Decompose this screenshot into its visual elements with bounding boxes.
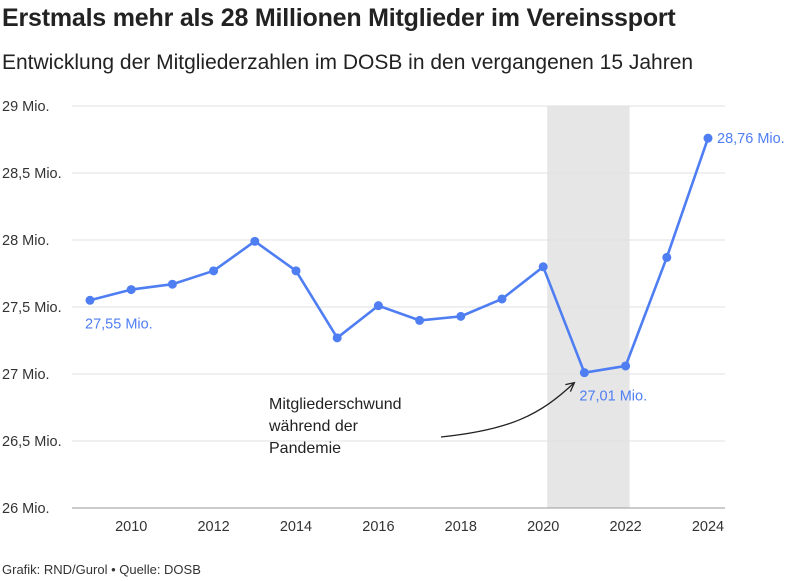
y-tick-label: 26,5 Mio. (2, 434, 62, 450)
data-point (497, 294, 507, 304)
data-point (579, 368, 589, 378)
x-tick-label: 2024 (692, 519, 724, 535)
y-tick-label: 26 Mio. (2, 501, 50, 517)
data-point (85, 295, 95, 305)
data-point (291, 266, 301, 276)
y-tick-label: 28,5 Mio. (2, 166, 62, 182)
data-point (332, 333, 342, 343)
x-tick-label: 2016 (362, 519, 394, 535)
data-point (456, 311, 466, 321)
chart-subtitle: Entwicklung der Mitgliederzahlen im DOSB… (2, 51, 694, 74)
x-tick-label: 2022 (609, 519, 641, 535)
data-label: 27,55 Mio. (85, 316, 153, 332)
annotation-text: Mitgliederschwund (269, 396, 402, 413)
x-tick-label: 2018 (445, 519, 477, 535)
x-tick-label: 2020 (527, 519, 559, 535)
y-tick-label: 27 Mio. (2, 367, 50, 383)
annotation-arrowhead (565, 381, 576, 392)
annotation-arrow (440, 382, 575, 438)
data-point (167, 279, 177, 289)
data-point (538, 262, 548, 272)
data-point (415, 315, 425, 325)
annotation-text: während der (268, 418, 359, 435)
data-point (662, 252, 672, 262)
x-tick-label: 2014 (280, 519, 312, 535)
data-point (250, 236, 260, 246)
data-point (703, 133, 713, 143)
chart-footer: Grafik: RND/Gurol • Quelle: DOSB (2, 562, 201, 577)
series-line (89, 137, 710, 374)
data-label: 28,76 Mio. (717, 131, 785, 147)
x-tick-label: 2012 (197, 519, 229, 535)
y-tick-label: 29 Mio. (2, 99, 50, 115)
x-tick-label: 2010 (115, 519, 147, 535)
y-tick-label: 27,5 Mio. (2, 300, 62, 316)
y-tick-label: 28 Mio. (2, 233, 50, 249)
data-label: 27,01 Mio. (579, 389, 647, 405)
data-point (126, 285, 136, 295)
chart-title: Erstmals mehr als 28 Millionen Mitgliede… (2, 4, 676, 32)
annotation-text: Pandemie (269, 440, 341, 457)
data-point (209, 266, 219, 276)
data-point (373, 301, 383, 311)
data-point (621, 361, 631, 371)
